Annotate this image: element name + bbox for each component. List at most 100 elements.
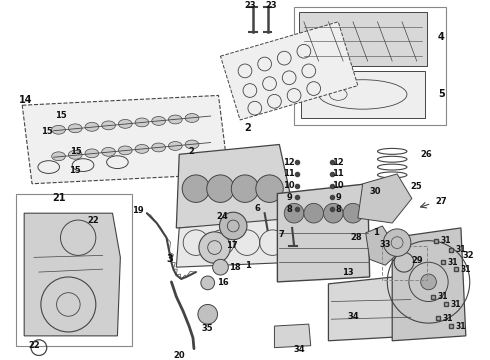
Circle shape (284, 203, 304, 223)
Ellipse shape (85, 149, 99, 158)
Polygon shape (24, 213, 121, 336)
Circle shape (304, 203, 323, 223)
Text: 26: 26 (421, 150, 433, 159)
Ellipse shape (135, 144, 149, 153)
Circle shape (199, 232, 230, 263)
Text: 5: 5 (438, 89, 444, 99)
Text: 31: 31 (461, 265, 471, 274)
Ellipse shape (68, 124, 82, 133)
Text: 24: 24 (217, 212, 228, 221)
Text: 32: 32 (463, 251, 475, 260)
Polygon shape (277, 184, 369, 282)
Ellipse shape (169, 141, 182, 150)
Ellipse shape (135, 118, 149, 127)
Text: 15: 15 (41, 127, 52, 136)
Text: 22: 22 (28, 341, 40, 350)
Text: 15: 15 (54, 111, 66, 120)
Text: 12: 12 (283, 158, 295, 167)
Text: 20: 20 (173, 351, 185, 360)
Circle shape (213, 259, 228, 275)
Text: 3: 3 (166, 254, 173, 264)
Text: 23: 23 (244, 1, 256, 10)
Ellipse shape (102, 148, 116, 156)
Ellipse shape (68, 150, 82, 159)
Ellipse shape (119, 120, 132, 128)
Circle shape (198, 305, 218, 324)
Circle shape (207, 175, 234, 202)
Text: 16: 16 (217, 278, 228, 287)
Text: 9: 9 (286, 193, 292, 202)
Text: 22: 22 (87, 216, 99, 225)
Text: 15: 15 (70, 166, 81, 175)
Text: 33: 33 (380, 240, 391, 249)
Circle shape (201, 276, 215, 290)
Text: 31: 31 (448, 258, 458, 267)
Text: 19: 19 (132, 206, 144, 215)
Text: 34: 34 (347, 312, 359, 321)
Text: 11: 11 (332, 170, 344, 179)
Circle shape (421, 274, 437, 290)
Circle shape (231, 175, 259, 202)
Bar (294, 7, 446, 125)
Bar (16, 194, 132, 346)
Text: 18: 18 (229, 263, 241, 272)
Text: 8: 8 (286, 205, 292, 214)
Text: 10: 10 (332, 181, 344, 190)
Text: 4: 4 (438, 32, 444, 41)
Polygon shape (366, 226, 399, 265)
Text: 31: 31 (443, 314, 453, 323)
Text: 29: 29 (411, 256, 422, 265)
Polygon shape (392, 228, 466, 341)
Text: 31: 31 (438, 292, 448, 301)
Polygon shape (358, 174, 412, 223)
Ellipse shape (119, 146, 132, 155)
Text: 31: 31 (456, 245, 466, 254)
Ellipse shape (185, 114, 199, 122)
Text: 21: 21 (52, 193, 65, 203)
Ellipse shape (185, 140, 199, 149)
Text: 31: 31 (456, 321, 466, 330)
Text: 17: 17 (226, 241, 238, 250)
Circle shape (343, 203, 363, 223)
Text: 14: 14 (20, 95, 33, 105)
Circle shape (256, 175, 283, 202)
Polygon shape (22, 95, 228, 184)
Text: 31: 31 (451, 300, 461, 309)
Text: 30: 30 (370, 187, 381, 196)
Text: 1: 1 (372, 228, 378, 237)
Ellipse shape (51, 125, 65, 134)
Ellipse shape (152, 117, 166, 125)
Text: 31: 31 (441, 236, 451, 245)
Text: 25: 25 (411, 182, 422, 191)
Polygon shape (328, 275, 417, 341)
Polygon shape (220, 22, 358, 120)
Ellipse shape (85, 122, 99, 131)
Ellipse shape (152, 143, 166, 152)
Text: 15: 15 (71, 147, 82, 156)
Polygon shape (274, 324, 311, 348)
Text: 1: 1 (245, 261, 251, 270)
Text: 2: 2 (188, 147, 194, 156)
Text: 8: 8 (335, 205, 341, 214)
Text: 35: 35 (202, 324, 214, 333)
Text: 34: 34 (293, 345, 305, 354)
Text: 12: 12 (332, 158, 344, 167)
Polygon shape (176, 144, 291, 228)
Circle shape (220, 212, 247, 240)
Text: 9: 9 (335, 193, 341, 202)
Ellipse shape (102, 121, 116, 130)
Text: 7: 7 (278, 230, 284, 239)
Text: 27: 27 (436, 197, 447, 206)
Text: 13: 13 (342, 267, 354, 276)
Text: 23: 23 (266, 1, 277, 10)
Polygon shape (176, 218, 294, 267)
Text: 6: 6 (255, 204, 261, 213)
Text: 28: 28 (350, 233, 362, 242)
Ellipse shape (169, 115, 182, 124)
Circle shape (323, 203, 343, 223)
Polygon shape (301, 71, 425, 118)
Bar (382, 246, 427, 280)
Text: 2: 2 (245, 123, 251, 133)
Polygon shape (299, 12, 427, 66)
Text: 11: 11 (283, 170, 295, 179)
